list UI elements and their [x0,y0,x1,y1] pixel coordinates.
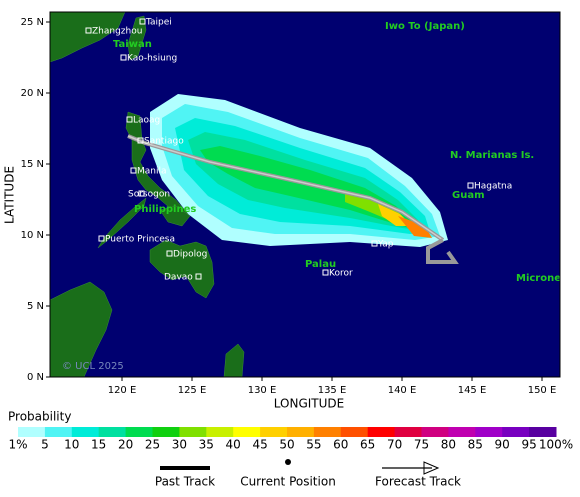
y-axis-title: LATITUDE [3,166,17,224]
colorbar-cell [529,427,557,437]
place-label: Zhangzhou [92,27,142,37]
x-tick-label: 140 E [388,385,417,396]
colorbar-cell [313,427,342,437]
colorbar-label: 75 [414,438,429,452]
place-markers [85,18,474,280]
y-tick-label: 20 N [21,88,44,99]
y-tick-label: 0 N [27,372,44,383]
colorbar-label: 15 [91,438,106,452]
colorbar-label: 1% [8,438,27,452]
track-legend: Past Track Current Position Forecast Tra… [155,459,461,489]
colorbar-label: 100% [539,438,573,452]
colorbar-label: 40 [226,438,241,452]
x-tick-label: 130 E [248,385,277,396]
region-label: Guam [452,190,485,201]
x-tick-label: 120 E [108,385,137,396]
colorbar-label: 85 [468,438,483,452]
x-tick-label: 135 E [318,385,347,396]
colorbar-cell [98,427,127,437]
place-label: Sorsogon [128,190,170,200]
x-tick-label: 150 E [528,385,557,396]
x-axis-title: LONGITUDE [274,397,344,411]
colorbar-label: 45 [252,438,267,452]
y-tick-label: 15 N [21,159,44,170]
place-label: Koror [329,269,353,279]
region-label: Iwo To (Japan) [385,21,465,32]
place-label: Dipolog [173,250,207,260]
colorbar-cell [502,427,530,437]
colorbar-cell [367,427,396,437]
colorbar-cell [233,427,261,437]
colorbar-cell [18,427,46,437]
colorbar-cell [394,427,422,437]
region-label: Taiwan [113,39,152,50]
colorbar-label: 80 [441,438,456,452]
colorbar-cell [448,427,476,437]
place-label: Kao-hsiung [127,54,177,64]
colorbar-label: 70 [387,438,402,452]
copyright: © UCL 2025 [62,361,124,372]
y-tick-label: 10 N [21,230,44,241]
colorbar-cell [421,427,449,437]
place-label: Yap [377,240,394,250]
place-label: Santiago [144,137,184,147]
colorbar-cell [44,427,73,437]
colorbar-cell [152,427,180,437]
colorbar-label: 90 [495,438,510,452]
legend-label: Forecast Track [375,475,461,489]
legend-title: Probability [8,410,71,424]
region-label: Philippines [134,204,196,215]
y-tick-label: 5 N [27,301,44,312]
colorbar-cell [125,427,153,437]
y-tick-label: 25 N [21,17,44,28]
colorbar-label: 30 [172,438,187,452]
place-label: Davao [164,273,193,283]
colorbar-cell [287,427,315,437]
colorbar-cell [206,427,234,437]
colorbar-label: 65 [360,438,375,452]
region-label: Palau [305,259,336,270]
colorbar-cell [260,427,288,437]
colorbar-cell [179,427,207,437]
place-label: Puerto Princesa [105,235,175,245]
region-label: N. Marianas Is. [450,150,534,161]
colorbar-label: 20 [118,438,133,452]
colorbar-label: 25 [145,438,160,452]
colorbar-label: 95 [521,438,536,452]
place-label: Manila [137,167,167,177]
colorbar-label: 50 [279,438,294,452]
colorbar-label: 10 [64,438,79,452]
probability-swath [150,94,448,247]
colorbar-label: 55 [306,438,321,452]
colorbar-label: 35 [199,438,214,452]
colorbar-cell [340,427,369,437]
place-label: Hagatna [474,182,512,192]
legend-label: Past Track [155,475,215,489]
colorbar-label: 5 [41,438,49,452]
place-labels: Taipei Zhangzhou Taiwan Kao-hsiung Iwo T… [92,18,561,285]
x-tick-label: 125 E [178,385,207,396]
map-area: Taipei Zhangzhou Taiwan Kao-hsiung Iwo T… [50,12,561,377]
x-tick-label: 145 E [458,385,487,396]
region-label: Microne [516,273,561,284]
colorbar-cell [475,427,503,437]
map-frame [49,11,561,378]
place-label: Taipei [145,18,172,28]
colorbar-cell [71,427,100,437]
track [127,134,459,264]
colorbar-label: 60 [333,438,348,452]
place-label: Laoag [133,116,160,126]
legend-label: Current Position [240,475,336,489]
